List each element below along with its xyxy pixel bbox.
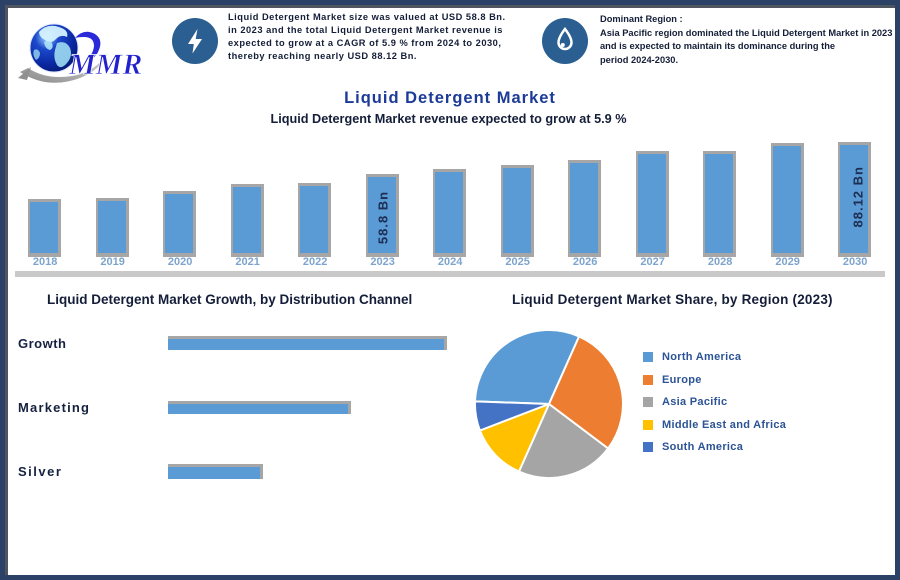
svg-text:MMR: MMR xyxy=(68,48,142,81)
